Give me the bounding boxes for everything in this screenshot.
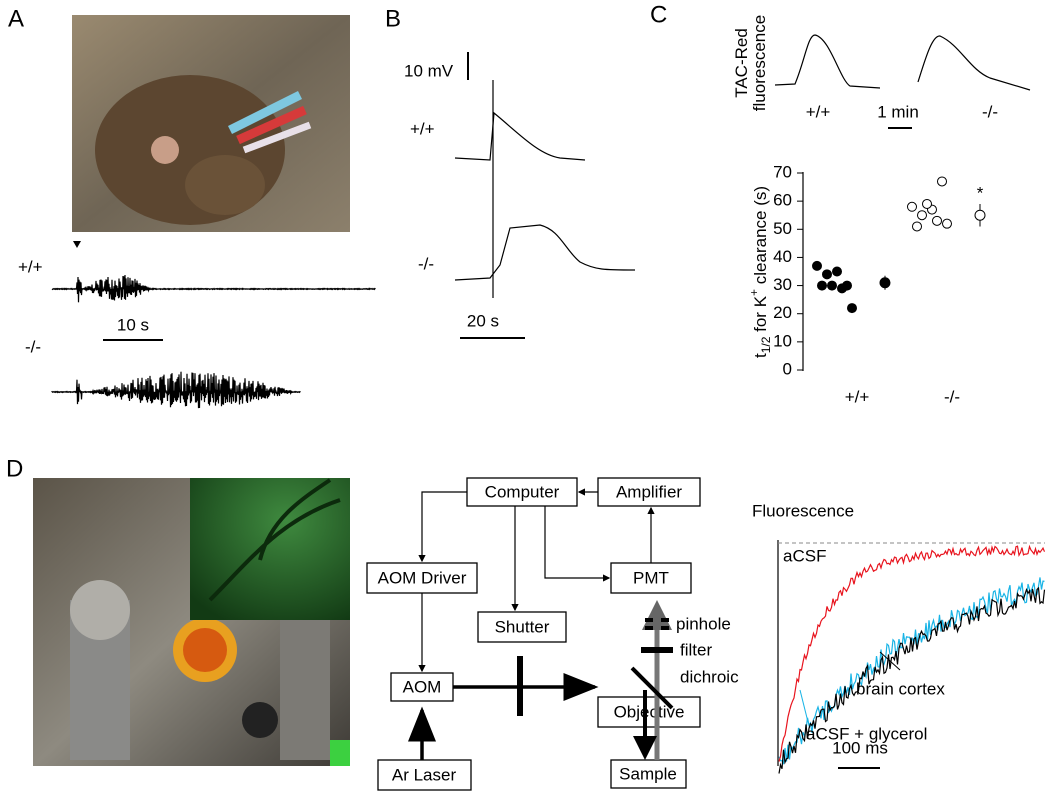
- node-label: Ar Laser: [392, 765, 457, 784]
- fluorescence-curve: [778, 586, 1046, 774]
- scale-label: 100 ms: [832, 738, 888, 757]
- genotype-label: +/+: [410, 119, 435, 138]
- data-point: [827, 280, 837, 291]
- diagram-box: [390, 672, 454, 702]
- scale-label: 10 mV: [404, 61, 454, 80]
- fluorescence-trace: [917, 35, 1031, 91]
- fluorescence-trace: [774, 34, 881, 89]
- fluorescence-curve: [778, 544, 1046, 762]
- node-label: Computer: [485, 482, 560, 501]
- y-axis-label: t1/2 for K+ clearance (s): [747, 186, 773, 358]
- significance-marker: *: [977, 183, 984, 202]
- legend-label: aCSF + glycerol: [806, 724, 927, 743]
- panel-label: A: [8, 5, 24, 32]
- panel-label: D: [6, 455, 23, 482]
- component-label: filter: [680, 640, 712, 659]
- y-label-part: for K: [751, 295, 770, 336]
- data-point: [917, 210, 927, 221]
- genotype-label: -/-: [982, 102, 998, 121]
- y-tick-label: 20: [773, 303, 792, 322]
- genotype-label: -/-: [25, 337, 41, 356]
- data-point: [932, 215, 942, 226]
- y-label-sup: +: [747, 289, 761, 296]
- legend-pointer: [879, 651, 901, 671]
- genotype-label: -/-: [418, 254, 434, 273]
- rig-photo: [33, 478, 350, 766]
- mean-point: [974, 209, 986, 221]
- stimulus-marker: [73, 241, 81, 248]
- y-tick-label: 40: [773, 247, 792, 266]
- potential-trace: [454, 111, 586, 161]
- component-label: pinhole: [676, 614, 731, 633]
- data-point: [812, 260, 822, 271]
- y-tick-label: 50: [773, 219, 792, 238]
- data-point: [937, 176, 947, 187]
- panel-label: C: [650, 1, 667, 28]
- data-point: [822, 269, 832, 280]
- panel-label: B: [385, 5, 401, 32]
- diagram-box: [610, 562, 692, 594]
- node-label: Sample: [619, 764, 677, 783]
- legend-label: aCSF: [783, 546, 826, 565]
- data-point: [912, 221, 922, 232]
- y-label-part: t: [751, 353, 770, 358]
- y-tick-label: 70: [773, 162, 792, 181]
- scatter-plot: 0 10 20 30 40 50 60 70 +/+ -/- *: [773, 162, 986, 406]
- diagram-box: [597, 696, 701, 728]
- diagram-box: [610, 759, 687, 789]
- data-point: [847, 303, 857, 314]
- trace-label-line: TAC-Red: [732, 28, 751, 98]
- y-label-part: clearance (s): [751, 186, 770, 289]
- trace-label: TAC-Redfluorescence: [732, 15, 769, 111]
- legend-pointer: [799, 689, 809, 723]
- y-tick-label: 10: [773, 331, 792, 350]
- scale-label: 1 min: [877, 102, 919, 121]
- diagram-box: [377, 759, 472, 791]
- node-label: AOM Driver: [378, 568, 467, 587]
- genotype-label: +/+: [18, 257, 43, 276]
- y-label-sub: 1/2: [759, 336, 773, 353]
- data-point: [817, 280, 827, 291]
- data-point: [907, 201, 917, 212]
- scale-label: 10 s: [117, 315, 149, 334]
- node-label: Amplifier: [616, 482, 682, 501]
- node-label: AOM: [403, 677, 442, 696]
- optical-diagram: Computer Amplifier AOM Driver PMT Shutte…: [366, 477, 739, 791]
- y-tick-label: 30: [773, 275, 792, 294]
- genotype-label: +/+: [806, 102, 831, 121]
- mouse-photo: [72, 15, 350, 232]
- node-label: PMT: [633, 568, 669, 587]
- scale-label: 20 s: [467, 311, 499, 330]
- eeg-trace: [51, 274, 376, 303]
- x-tick-label: +/+: [845, 387, 870, 406]
- data-point: [832, 266, 842, 277]
- data-point: [942, 218, 952, 229]
- y-tick-label: 0: [783, 359, 792, 378]
- component-label: dichroic: [680, 667, 739, 686]
- y-tick-label: 60: [773, 191, 792, 210]
- eeg-trace: [51, 371, 301, 409]
- x-tick-label: -/-: [944, 387, 960, 406]
- data-point: [922, 198, 932, 209]
- diagram-box: [477, 611, 567, 643]
- potential-trace: [454, 224, 636, 281]
- trace-label-line: fluorescence: [750, 15, 769, 111]
- data-point: [837, 283, 847, 294]
- node-label: Shutter: [495, 617, 550, 636]
- node-label: Objective: [614, 702, 685, 721]
- plot-title: Fluorescence: [752, 501, 854, 520]
- legend-label: brain cortex: [856, 679, 945, 698]
- mean-point: [879, 277, 891, 289]
